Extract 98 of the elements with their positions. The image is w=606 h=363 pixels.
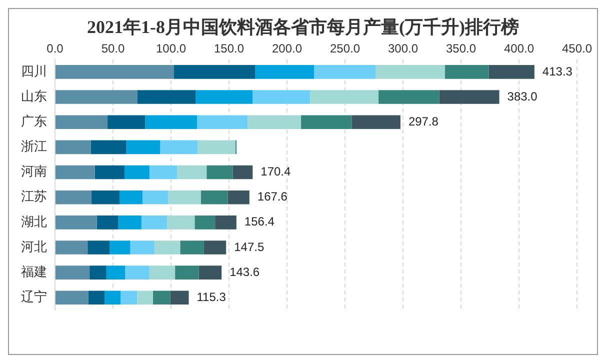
total-label: 413.3 bbox=[542, 64, 573, 78]
bar bbox=[110, 240, 130, 254]
bar bbox=[124, 165, 150, 180]
bar bbox=[170, 290, 189, 305]
bar bbox=[314, 65, 376, 79]
bar bbox=[56, 90, 138, 104]
bar bbox=[56, 290, 88, 305]
total-label: 156.4 bbox=[244, 214, 275, 229]
bar bbox=[174, 65, 256, 79]
bar bbox=[488, 65, 534, 79]
y-tick-label: 四川 bbox=[21, 64, 47, 80]
bar bbox=[152, 290, 170, 305]
bar bbox=[175, 266, 199, 280]
x-tick-label: 300.0 bbox=[388, 42, 418, 56]
bar bbox=[56, 216, 97, 230]
bar bbox=[118, 216, 142, 230]
total-label: 167.6 bbox=[257, 190, 288, 204]
bar bbox=[200, 190, 228, 204]
bar bbox=[198, 266, 222, 280]
bar bbox=[126, 140, 160, 154]
bar bbox=[125, 266, 150, 280]
bar bbox=[196, 90, 253, 104]
bar bbox=[177, 165, 207, 180]
x-tick-label: 450.0 bbox=[562, 42, 592, 56]
bar bbox=[252, 90, 310, 104]
total-label: 297.8 bbox=[408, 114, 439, 128]
x-tick-label: 100.0 bbox=[156, 42, 186, 56]
bar bbox=[215, 216, 236, 230]
total-label: 115.3 bbox=[196, 290, 226, 304]
bar bbox=[56, 165, 95, 180]
bar bbox=[108, 115, 146, 129]
y-tick-label: 河北 bbox=[21, 240, 47, 255]
bar bbox=[180, 240, 204, 254]
bar bbox=[120, 290, 138, 305]
bar bbox=[167, 216, 195, 230]
total-label: 147.5 bbox=[234, 240, 264, 254]
bar bbox=[232, 165, 253, 180]
x-tick-label: 50.0 bbox=[101, 42, 125, 56]
y-tick-label: 广东 bbox=[21, 114, 47, 130]
bar bbox=[206, 165, 233, 180]
bar bbox=[130, 240, 154, 254]
bar bbox=[160, 140, 198, 154]
total-label: 143.6 bbox=[230, 264, 260, 279]
bar bbox=[228, 190, 250, 204]
bar bbox=[248, 115, 302, 129]
bar bbox=[310, 90, 379, 104]
x-tick-label: 0.0 bbox=[46, 42, 64, 56]
bar bbox=[56, 140, 91, 154]
bar bbox=[90, 140, 126, 154]
chart-title: 2021年1-8月中国饮料酒各省市每月产量(万千升)排行榜 bbox=[86, 16, 520, 39]
bar bbox=[194, 216, 216, 230]
bar bbox=[104, 290, 121, 305]
bar bbox=[154, 240, 180, 254]
y-tick-label: 浙江 bbox=[21, 140, 47, 155]
bar bbox=[56, 65, 174, 79]
total-label: 383.0 bbox=[507, 89, 538, 104]
bar bbox=[91, 190, 120, 204]
y-tick-label: 江苏 bbox=[21, 190, 47, 205]
y-tick-label: 山东 bbox=[21, 89, 47, 104]
bar bbox=[88, 240, 110, 254]
bar bbox=[137, 90, 196, 104]
bar bbox=[56, 266, 90, 280]
bar bbox=[141, 216, 168, 230]
bar bbox=[137, 290, 153, 305]
x-tick-label: 150.0 bbox=[214, 42, 244, 56]
bar bbox=[106, 266, 126, 280]
bar bbox=[196, 115, 248, 129]
bar bbox=[301, 115, 352, 129]
bar bbox=[56, 190, 92, 204]
bar bbox=[96, 216, 118, 230]
y-tick-label: 福建 bbox=[21, 264, 47, 280]
bar bbox=[90, 266, 106, 280]
bar bbox=[204, 240, 226, 254]
bar bbox=[376, 65, 445, 79]
bar bbox=[378, 90, 440, 104]
bar bbox=[149, 266, 176, 280]
bar bbox=[198, 140, 236, 154]
bar bbox=[88, 290, 105, 305]
x-tick-label: 350.0 bbox=[446, 42, 476, 56]
bar bbox=[56, 115, 108, 129]
bar bbox=[352, 115, 400, 129]
bar bbox=[444, 65, 489, 79]
bar bbox=[168, 190, 201, 204]
bar bbox=[149, 165, 178, 180]
bar bbox=[94, 165, 124, 180]
bar bbox=[255, 65, 314, 79]
bar bbox=[119, 190, 142, 204]
y-tick-label: 辽宁 bbox=[21, 289, 47, 306]
bar bbox=[142, 190, 168, 204]
y-tick-label: 湖北 bbox=[21, 214, 47, 230]
total-label: 170.4 bbox=[260, 164, 292, 179]
y-tick-label: 河南 bbox=[21, 164, 47, 180]
bar bbox=[145, 115, 197, 129]
bar bbox=[439, 90, 500, 104]
x-tick-label: 400.0 bbox=[504, 42, 534, 56]
bar bbox=[56, 240, 88, 254]
x-tick-label: 200.0 bbox=[272, 42, 302, 56]
x-tick-label: 250.0 bbox=[330, 42, 360, 56]
